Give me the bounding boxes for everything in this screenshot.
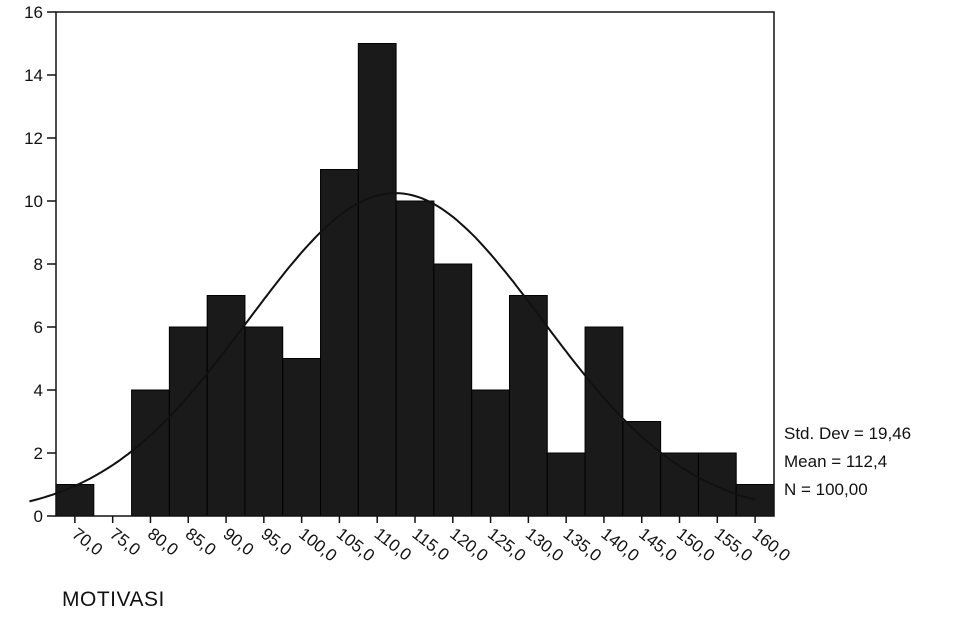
x-tick-label: 95,0 [257,524,295,559]
histogram-bar [283,359,321,517]
y-tick-label: 2 [34,444,43,463]
histogram-bar [434,264,472,516]
histogram-bar [509,296,547,517]
histogram-bar [207,296,245,517]
histogram-bar [132,390,170,516]
x-tick-label: 85,0 [182,524,220,559]
histogram-bar [585,327,623,516]
x-tick-label: 150,0 [673,524,718,565]
histogram-bar [472,390,510,516]
x-tick-label: 125,0 [484,524,529,565]
y-tick-label: 10 [24,192,43,211]
x-tick-label: 160,0 [749,524,794,565]
histogram-bar [736,485,774,517]
x-axis-title: MOTIVASI [62,588,165,612]
y-tick-label: 6 [34,318,43,337]
histogram-bar [169,327,207,516]
histogram-bar [245,327,283,516]
mean-label: Mean = 112,4 [784,448,911,476]
x-tick-label: 80,0 [144,524,182,559]
y-tick-label: 16 [24,3,43,22]
histogram-bar [661,453,699,516]
histogram-bar [56,485,94,517]
y-tick-label: 12 [24,129,43,148]
x-tick-label: 155,0 [711,524,756,565]
x-tick-label: 90,0 [220,524,258,559]
y-tick-label: 14 [24,66,43,85]
x-tick-label: 100,0 [295,524,340,565]
x-tick-label: 145,0 [635,524,680,565]
x-tick-label: 135,0 [560,524,605,565]
x-tick-label: 140,0 [597,524,642,565]
histogram-bar [358,44,396,517]
y-tick-label: 4 [34,381,43,400]
x-tick-label: 105,0 [333,524,378,565]
x-tick-label: 115,0 [409,524,453,564]
histogram-bar [321,170,359,517]
n-label: N = 100,00 [784,476,911,504]
x-tick-label: 75,0 [106,524,144,559]
y-tick-label: 8 [34,255,43,274]
x-tick-label: 110,0 [371,524,415,564]
x-tick-label: 130,0 [522,524,567,565]
histogram-bar [547,453,585,516]
histogram-bar [396,201,434,516]
std-dev-label: Std. Dev = 19,46 [784,420,911,448]
histogram-bar [698,453,736,516]
statistics-box: Std. Dev = 19,46 Mean = 112,4 N = 100,00 [784,420,911,504]
x-tick-label: 70,0 [68,524,106,559]
y-tick-label: 0 [34,507,43,526]
x-tick-label: 120,0 [446,524,491,565]
